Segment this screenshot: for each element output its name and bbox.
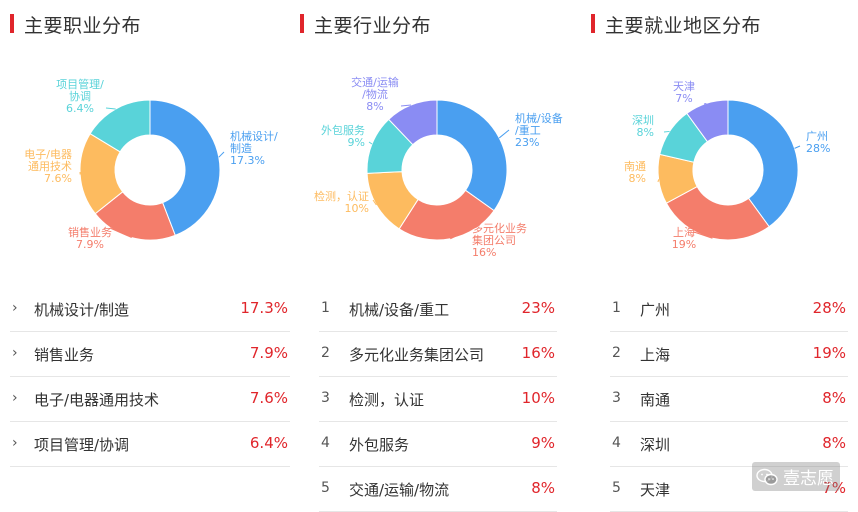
rank-number: 5: [612, 480, 621, 496]
list-item-label: 广州: [640, 299, 670, 320]
list-item[interactable]: › 电子/电器通用技术 7.6%: [10, 377, 290, 422]
list-item-value: 19%: [813, 344, 846, 362]
leader-line: [106, 108, 116, 109]
leader-line: [795, 146, 800, 148]
list-item: 1 机械/设备/重工 23%: [319, 287, 557, 332]
list-item-label: 检测，认证: [349, 389, 424, 410]
list-item-label: 深圳: [640, 434, 670, 455]
list-item-label: 项目管理/协调: [34, 434, 129, 455]
panel-title: 主要职业分布: [24, 11, 141, 38]
rank-number: 1: [612, 300, 621, 316]
list-item-label: 多元化业务集团公司: [349, 344, 484, 365]
list-item-label: 外包服务: [349, 434, 409, 455]
occupation-list: › 机械设计/制造 17.3% › 销售业务 7.9% › 电子/电器通用技术 7.6% › 项目管…: [10, 287, 290, 467]
leader-line: [704, 103, 706, 104]
rank-number: 2: [612, 345, 621, 361]
list-item-value: 7.6%: [250, 389, 288, 407]
list-item-label: 天津: [640, 479, 670, 500]
list-item-value: 28%: [813, 299, 846, 317]
leader-line: [664, 131, 670, 132]
list-item: 3 南通 8%: [610, 377, 848, 422]
chevron-right-icon: ›: [12, 345, 18, 361]
list-item-label: 销售业务: [34, 344, 94, 365]
list-item: 1 广州 28%: [610, 287, 848, 332]
list-item: 4 外包服务 9%: [319, 422, 557, 467]
rank-number: 4: [612, 435, 621, 451]
list-item-label: 机械设计/制造: [34, 299, 129, 320]
rank-number: 3: [321, 390, 330, 406]
rank-number: 2: [321, 345, 330, 361]
leader-line: [369, 142, 372, 144]
panel-title: 主要行业分布: [314, 11, 431, 38]
list-item-value: 10%: [522, 389, 555, 407]
leader-line: [658, 179, 659, 182]
rank-number: 5: [321, 480, 330, 496]
list-item: 3 检测，认证 10%: [319, 377, 557, 422]
watermark-text: 壹志愿: [783, 464, 834, 489]
list-item-value: 8%: [822, 389, 846, 407]
rank-number: 4: [321, 435, 330, 451]
title-accent-bar: [10, 14, 14, 33]
list-item-value: 23%: [522, 299, 555, 317]
list-item[interactable]: › 项目管理/协调 6.4%: [10, 422, 290, 467]
title-accent-bar: [300, 14, 304, 33]
list-item: 4 深圳 8%: [610, 422, 848, 467]
list-item[interactable]: › 机械设计/制造 17.3%: [10, 287, 290, 332]
list-item-value: 9%: [531, 434, 555, 452]
list-item-value: 17.3%: [240, 299, 288, 317]
watermark: 壹志愿: [752, 462, 840, 491]
donut-slice: [437, 100, 507, 211]
list-item-value: 16%: [522, 344, 555, 362]
wechat-icon: [756, 468, 778, 486]
rank-number: 1: [321, 300, 330, 316]
chevron-right-icon: ›: [12, 435, 18, 451]
list-item-label: 南通: [640, 389, 670, 410]
list-item-label: 电子/电器通用技术: [34, 389, 159, 410]
list-item: 2 上海 19%: [610, 332, 848, 377]
list-item: 2 多元化业务集团公司 16%: [319, 332, 557, 377]
rank-number: 3: [612, 390, 621, 406]
panel-title: 主要就业地区分布: [605, 11, 761, 38]
list-item-label: 上海: [640, 344, 670, 365]
industry-list: 1 机械/设备/重工 23% 2 多元化业务集团公司 16% 3 检测，认证 10% 4 外包服务 9…: [319, 287, 557, 512]
list-item-label: 交通/运输/物流: [349, 479, 449, 500]
chevron-right-icon: ›: [12, 300, 18, 316]
list-item-value: 8%: [531, 479, 555, 497]
list-item-label: 机械/设备/重工: [349, 299, 449, 320]
list-item-value: 7.9%: [250, 344, 288, 362]
leader-line: [219, 152, 224, 157]
leader-line: [499, 130, 509, 138]
list-item[interactable]: › 销售业务 7.9%: [10, 332, 290, 377]
list-item-value: 8%: [822, 434, 846, 452]
list-item-value: 6.4%: [250, 434, 288, 452]
list-item: 5 交通/运输/物流 8%: [319, 467, 557, 512]
title-accent-bar: [591, 14, 595, 33]
chevron-right-icon: ›: [12, 390, 18, 406]
